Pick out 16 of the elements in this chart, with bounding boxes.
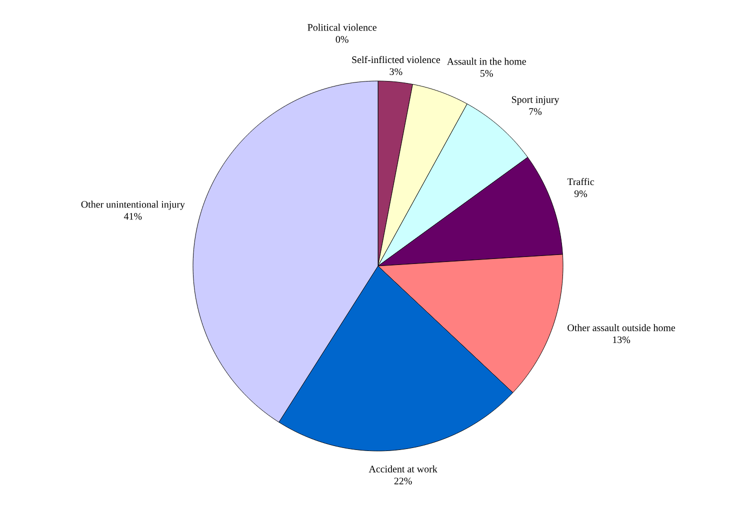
data-label: 22% [394, 478, 412, 484]
slice-label: Traffic [567, 178, 594, 186]
data-label: 13% [613, 336, 630, 344]
slice-label: Accident at work [368, 465, 438, 472]
slice-label: Assault in the home [446, 58, 526, 65]
data-label: 7% [529, 108, 542, 115]
slice-label: Sport injury [512, 96, 560, 105]
data-label: 41% [124, 213, 142, 220]
data-label: 3% [390, 68, 402, 76]
data-label: 9% [574, 190, 588, 198]
slice-label: Self-inflicted violence [352, 56, 440, 64]
slice-label: Other assault outside home [568, 324, 676, 332]
data-label: 5% [480, 70, 493, 77]
text: 0% [336, 36, 348, 43]
slice-label: Other unintentional injury [81, 200, 185, 210]
category-label: Political violence [308, 24, 376, 31]
